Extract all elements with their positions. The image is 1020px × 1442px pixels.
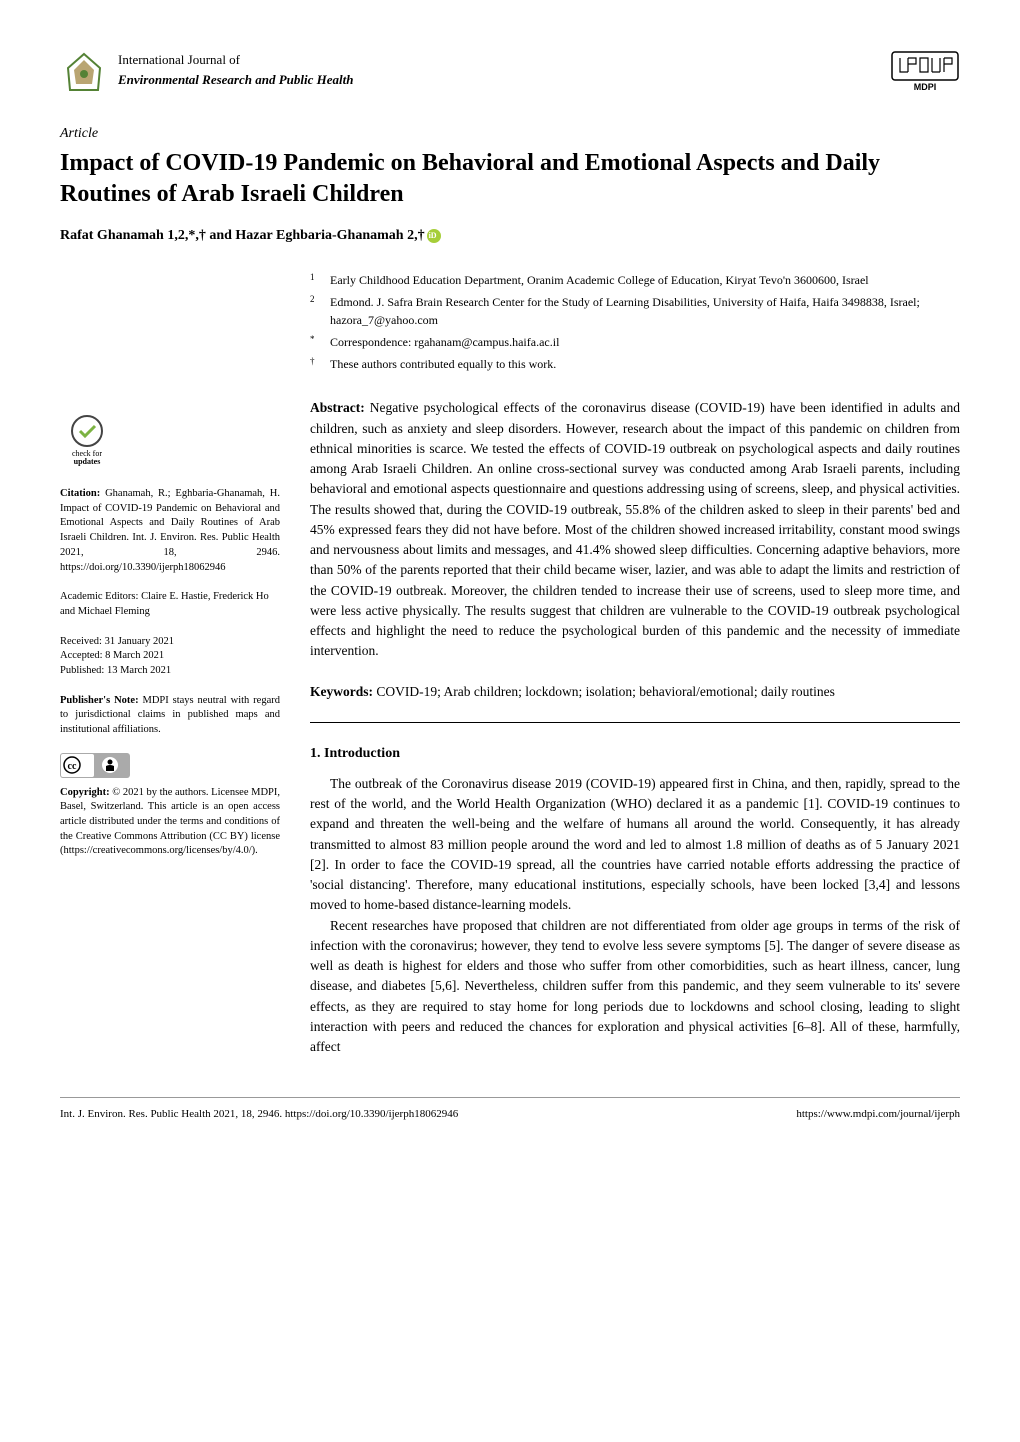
date-published: Published: 13 March 2021 <box>60 664 280 679</box>
abstract-label: Abstract: <box>310 400 365 415</box>
affiliation-1: 1Early Childhood Education Department, O… <box>310 271 960 289</box>
intro-body: The outbreak of the Coronavirus disease … <box>310 774 960 1058</box>
orcid-icon[interactable] <box>427 229 441 243</box>
article-type: Article <box>60 123 960 144</box>
publisher-note-label: Publisher's Note: <box>60 695 139 706</box>
section-divider <box>310 722 960 723</box>
header-bar: International Journal of Environmental R… <box>60 50 960 98</box>
authors: Rafat Ghanamah 1,2,*,† and Hazar Eghbari… <box>60 225 960 246</box>
sidebar: check for updates Citation: Ghanamah, R.… <box>60 271 280 1057</box>
svg-text:cc: cc <box>68 761 77 772</box>
citation-text: Ghanamah, R.; Eghbaria-Ghanamah, H. Impa… <box>60 488 280 572</box>
authors-line: Rafat Ghanamah 1,2,*,† and Hazar Eghbari… <box>60 228 425 243</box>
footer-right: https://www.mdpi.com/journal/ijerph <box>796 1106 960 1123</box>
equal-contribution: †These authors contributed equally to th… <box>310 355 960 373</box>
affiliations: 1Early Childhood Education Department, O… <box>310 271 960 373</box>
svg-text:MDPI: MDPI <box>914 82 937 92</box>
journal-name-line1: International Journal of <box>118 50 353 70</box>
check-updates-badge[interactable]: check for updates <box>60 411 280 472</box>
main-content: 1Early Childhood Education Department, O… <box>310 271 960 1057</box>
intro-para-2: Recent researches have proposed that chi… <box>310 916 960 1058</box>
citation-label: Citation: <box>60 488 100 499</box>
journal-name-line2: Environmental Research and Public Health <box>118 70 353 90</box>
date-accepted: Accepted: 8 March 2021 <box>60 649 280 664</box>
publisher-note: Publisher's Note: MDPI stays neutral wit… <box>60 694 280 738</box>
footer-left: Int. J. Environ. Res. Public Health 2021… <box>60 1106 458 1123</box>
date-received: Received: 31 January 2021 <box>60 635 280 650</box>
keywords: Keywords: COVID-19; Arab children; lockd… <box>310 682 960 702</box>
editors-block: Academic Editors: Claire E. Hastie, Fred… <box>60 590 280 619</box>
dates-block: Received: 31 January 2021 Accepted: 8 Ma… <box>60 635 280 679</box>
journal-icon <box>60 50 108 98</box>
affiliation-2: 2Edmond. J. Safra Brain Research Center … <box>310 293 960 329</box>
page-footer: Int. J. Environ. Res. Public Health 2021… <box>60 1097 960 1123</box>
keywords-label: Keywords: <box>310 684 373 699</box>
svg-text:updates: updates <box>74 457 101 466</box>
license-block: cc Copyright: © 2021 by the authors. Lic… <box>60 753 280 859</box>
editors-label: Academic Editors: <box>60 591 138 602</box>
abstract-text: Negative psychological effects of the co… <box>310 400 960 658</box>
intro-para-1: The outbreak of the Coronavirus disease … <box>310 774 960 916</box>
abstract: Abstract: Negative psychological effects… <box>310 398 960 661</box>
correspondence: *Correspondence: rgahanam@campus.haifa.a… <box>310 333 960 351</box>
mdpi-logo: MDPI <box>890 50 960 95</box>
cc-by-icon[interactable]: cc <box>60 753 130 778</box>
keywords-text: COVID-19; Arab children; lockdown; isola… <box>376 684 835 699</box>
journal-block: International Journal of Environmental R… <box>60 50 353 98</box>
article-title: Impact of COVID-19 Pandemic on Behaviora… <box>60 148 960 210</box>
copyright-label: Copyright: <box>60 787 110 798</box>
journal-info: International Journal of Environmental R… <box>118 50 353 89</box>
citation-block: Citation: Ghanamah, R.; Eghbaria-Ghanama… <box>60 487 280 575</box>
intro-heading: 1. Introduction <box>310 743 960 764</box>
copyright-block: Copyright: © 2021 by the authors. Licens… <box>60 786 280 859</box>
